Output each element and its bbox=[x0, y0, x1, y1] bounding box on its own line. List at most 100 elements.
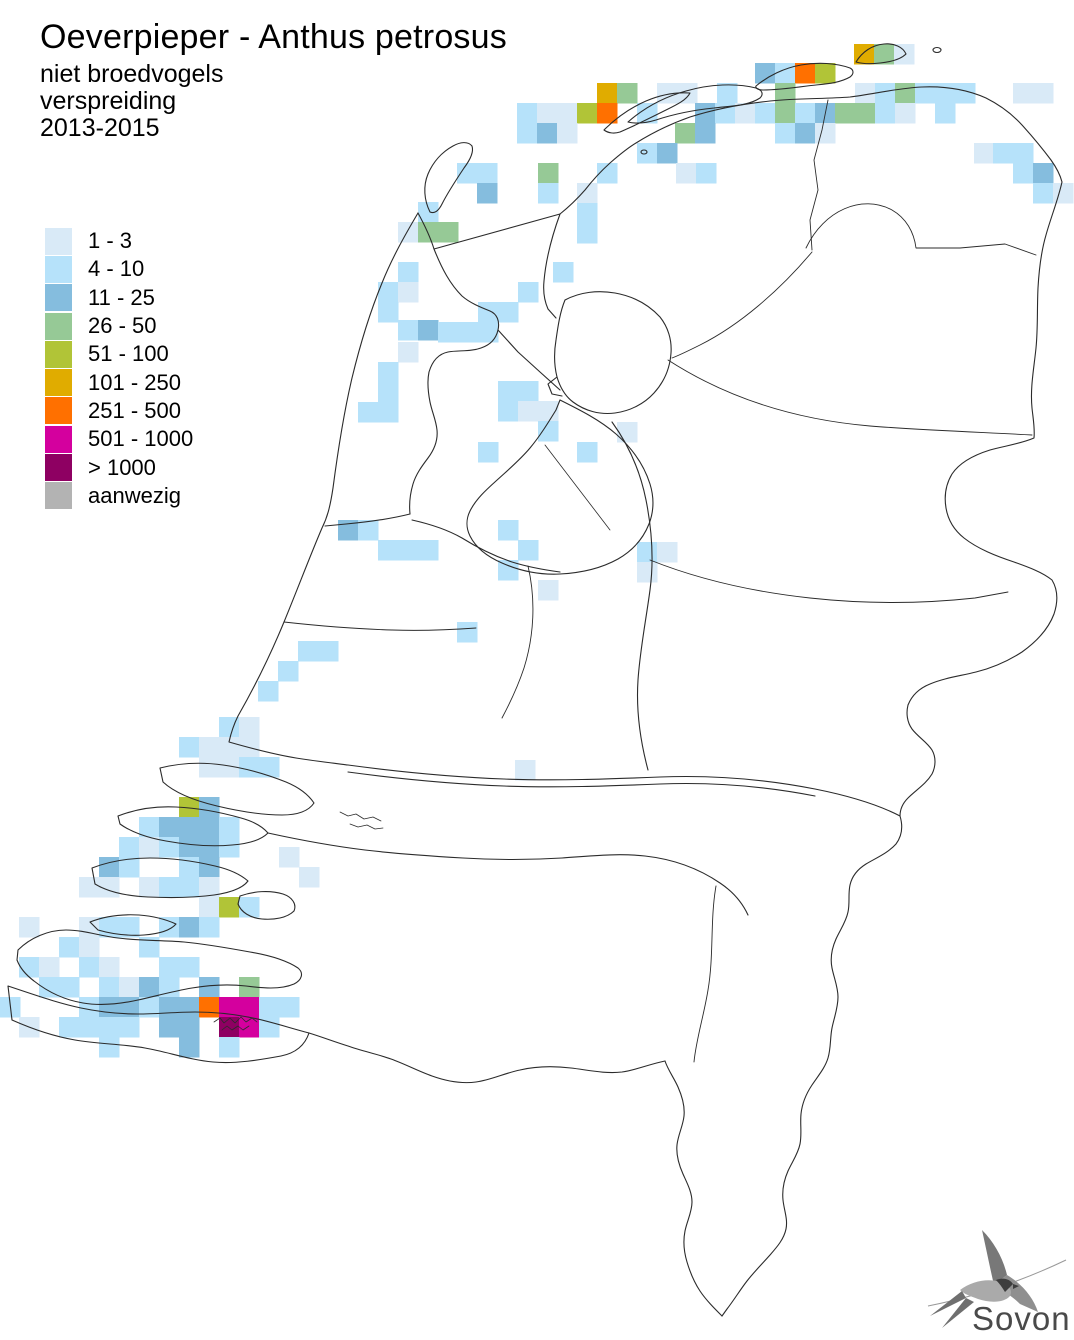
grid-cell bbox=[239, 717, 260, 738]
grid-cell bbox=[199, 737, 220, 758]
legend-label: aanwezig bbox=[88, 482, 181, 508]
grid-cell bbox=[239, 977, 260, 998]
grid-cell bbox=[79, 877, 100, 898]
grid-cell bbox=[617, 422, 638, 443]
grid-cell bbox=[219, 837, 240, 858]
title-block: Oeverpieper - Anthus petrosus niet broed… bbox=[40, 18, 507, 142]
grid-cell bbox=[478, 302, 499, 323]
grid-cell bbox=[418, 320, 439, 341]
grid-cell bbox=[199, 817, 220, 838]
grid-cell bbox=[498, 560, 519, 581]
flevoland bbox=[466, 399, 654, 575]
grid-cell bbox=[577, 223, 598, 244]
grid-cell bbox=[418, 202, 439, 223]
grid-cell bbox=[239, 1017, 260, 1038]
grid-cell bbox=[775, 103, 796, 124]
grid-cell bbox=[538, 421, 559, 442]
grid-cell bbox=[617, 83, 638, 104]
grid-cell bbox=[1033, 83, 1054, 104]
legend-swatch bbox=[45, 284, 72, 312]
grid-cell bbox=[597, 103, 618, 124]
grid-cell bbox=[517, 123, 538, 144]
grid-cell bbox=[398, 262, 419, 283]
legend-item-2: 11 - 25 bbox=[45, 284, 193, 312]
grid-cell bbox=[179, 917, 200, 938]
grid-cell bbox=[139, 977, 160, 998]
grid-cell bbox=[1013, 163, 1034, 184]
river-waal bbox=[347, 764, 901, 817]
grid-cell bbox=[378, 302, 399, 323]
grid-cell bbox=[199, 977, 220, 998]
province-borders bbox=[283, 99, 1037, 1063]
legend-item-4: 51 - 100 bbox=[45, 340, 193, 368]
coast-markermeer-south bbox=[411, 519, 561, 573]
swallow-icon bbox=[927, 1230, 1067, 1328]
grid-cell bbox=[139, 817, 160, 838]
island-terschelling bbox=[627, 84, 763, 124]
grid-cell bbox=[538, 401, 559, 422]
island-texel bbox=[424, 142, 474, 214]
grid-cell bbox=[199, 917, 220, 938]
grid-cell bbox=[457, 163, 478, 184]
grid-cell bbox=[358, 520, 379, 541]
grid-cell bbox=[597, 163, 618, 184]
grid-cell bbox=[199, 757, 220, 778]
afsluitdijk bbox=[433, 213, 561, 250]
legend-swatch bbox=[45, 369, 72, 397]
grid-cell bbox=[875, 83, 896, 104]
legend-label: 26 - 50 bbox=[88, 313, 157, 339]
grid-cell bbox=[458, 322, 479, 343]
grid-cell bbox=[219, 717, 240, 738]
grid-cell bbox=[815, 123, 836, 144]
island-ameland bbox=[755, 62, 854, 91]
grid-cell bbox=[518, 401, 539, 422]
grid-cell bbox=[39, 957, 60, 978]
grid-cell bbox=[518, 540, 539, 561]
grid-cell bbox=[676, 163, 697, 184]
grid-cell bbox=[657, 83, 678, 104]
grid-cell bbox=[199, 897, 220, 918]
grid-cell bbox=[935, 83, 956, 104]
grid-cell bbox=[1033, 183, 1054, 204]
grid-cell bbox=[1053, 183, 1074, 204]
grid-cell bbox=[79, 1017, 100, 1038]
grid-cell bbox=[219, 817, 240, 838]
grid-cell bbox=[239, 897, 260, 918]
legend-label: > 1000 bbox=[88, 454, 156, 480]
legend-item-9: aanwezig bbox=[45, 482, 193, 510]
legend-swatch bbox=[45, 397, 72, 425]
grid-cell bbox=[498, 401, 519, 422]
voorne-putten bbox=[159, 762, 315, 816]
grid-cells-layer bbox=[0, 44, 1074, 1058]
walcheren-zuidbeveland bbox=[16, 929, 303, 1005]
grid-cell bbox=[39, 977, 60, 998]
grid-cell bbox=[99, 1037, 120, 1058]
grid-cell bbox=[219, 757, 240, 778]
grid-cell bbox=[795, 103, 816, 124]
grid-cell bbox=[1033, 163, 1054, 184]
grid-cell bbox=[239, 997, 260, 1018]
legend-swatch bbox=[45, 227, 72, 255]
grid-cell bbox=[478, 322, 499, 343]
grid-cell bbox=[19, 957, 40, 978]
grid-cell bbox=[279, 997, 300, 1018]
grid-cell bbox=[378, 362, 399, 383]
grid-cell bbox=[637, 542, 658, 563]
grid-cell bbox=[775, 123, 796, 144]
grid-cell bbox=[557, 103, 578, 124]
grid-cell bbox=[79, 957, 100, 978]
grid-cell bbox=[498, 302, 519, 323]
grid-cell bbox=[279, 847, 300, 868]
grid-cell bbox=[418, 222, 439, 243]
grid-cell bbox=[855, 83, 876, 104]
grid-cell bbox=[179, 1037, 200, 1058]
grid-cell bbox=[695, 103, 716, 124]
grid-cell bbox=[537, 123, 558, 144]
grid-cell bbox=[239, 757, 260, 778]
biesbosch bbox=[339, 811, 384, 830]
grid-cell bbox=[795, 123, 816, 144]
grid-cell bbox=[99, 917, 120, 938]
grid-cell bbox=[378, 382, 399, 403]
legend-item-1: 4 - 10 bbox=[45, 255, 193, 283]
